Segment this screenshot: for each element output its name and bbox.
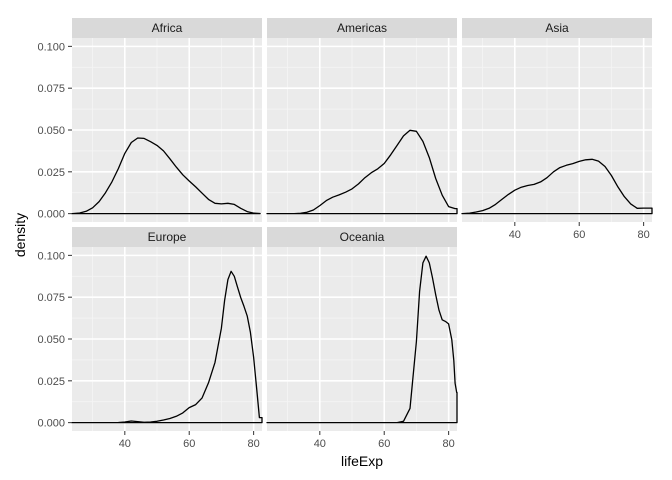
y-tick-label: 0.075 [37, 83, 65, 95]
x-tick-label: 40 [509, 229, 521, 241]
y-axis: 0.000 0.025 0.050 0.075 0.100 0.000 0.025 0.050… [37, 41, 72, 430]
x-tick-label: 80 [248, 438, 260, 450]
density-curve-africa [71, 137, 261, 215]
facet-strip [72, 227, 262, 247]
panel-grid [72, 38, 262, 222]
density-curve-asia [461, 158, 653, 215]
density-curve-oceania [266, 255, 458, 424]
facet-strip [462, 18, 652, 38]
y-tick-label: 0.025 [37, 376, 65, 388]
facet-panel-europe: Europe [71, 227, 263, 431]
facet-strip-label: Oceania [340, 230, 385, 244]
facet-strip-label: Europe [148, 230, 187, 244]
y-tick-label: 0.100 [37, 250, 65, 262]
y-tick-label: 0.050 [37, 125, 65, 137]
facet-panel-africa: Africa [71, 18, 262, 222]
facet-strip-label: Americas [337, 21, 387, 35]
y-tick-label: 0.050 [37, 334, 65, 346]
facet-strip [267, 18, 457, 38]
y-tick-label: 0.000 [37, 209, 65, 221]
x-tick-label: 80 [638, 229, 650, 241]
facet-panel-oceania: Oceania [266, 227, 458, 431]
y-axis-title: density [12, 213, 28, 257]
facet-strip-label: Asia [545, 21, 569, 35]
facet-panel-americas: Americas [266, 18, 458, 222]
facet-strip [72, 18, 262, 38]
facet-panel-asia: Asia [461, 18, 653, 222]
density-curve-americas [266, 129, 458, 215]
facet-strip [267, 227, 457, 247]
density-curve-europe [71, 270, 263, 424]
y-tick-label: 0.000 [37, 418, 65, 430]
x-tick-label: 80 [443, 438, 455, 450]
x-tick-label: 60 [378, 438, 390, 450]
facet-panels: Africa Americas Asia Europe Oceania [71, 18, 653, 431]
x-tick-label: 60 [183, 438, 195, 450]
x-axis-title: lifeExp [341, 453, 383, 469]
panel-grid [267, 38, 457, 222]
x-tick-label: 40 [119, 438, 131, 450]
x-tick-label: 60 [573, 229, 585, 241]
y-tick-label: 0.025 [37, 167, 65, 179]
y-tick-label: 0.100 [37, 41, 65, 53]
y-tick-label: 0.075 [37, 292, 65, 304]
facet-strip-label: Africa [152, 21, 183, 35]
x-axis: 40 60 80 40 60 80 40 60 80 [119, 222, 650, 450]
x-tick-label: 40 [314, 438, 326, 450]
